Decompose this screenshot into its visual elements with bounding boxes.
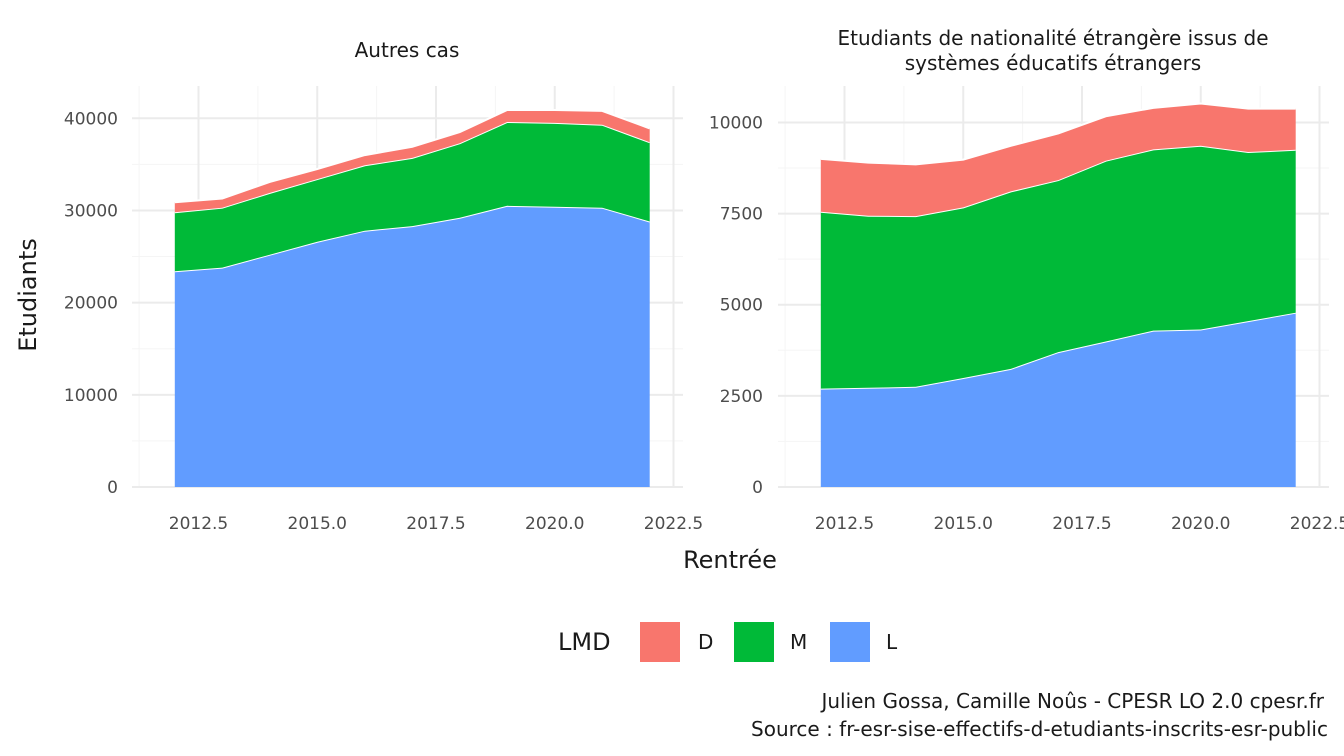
panel-title: systèmes éducatifs étrangers xyxy=(905,51,1201,75)
area-m xyxy=(820,145,1296,389)
x-tick-label: 2017.5 xyxy=(406,514,465,534)
legend-label-d: D xyxy=(698,630,713,654)
y-tick-label: 5000 xyxy=(720,296,763,316)
panel-etudiants-etrangers: 2012.5 2015.0 2017.5 2020.0 2022.5 0 2500 5000 7… xyxy=(709,26,1344,534)
x-tick-label: 2022.5 xyxy=(644,514,703,534)
x-tick-label: 2012.5 xyxy=(815,514,874,534)
x-tick-label: 2015.0 xyxy=(934,514,993,534)
area-d xyxy=(174,110,650,213)
x-tick-label: 2020.0 xyxy=(525,514,584,534)
y-tick-label: 10000 xyxy=(709,113,763,133)
area-d xyxy=(820,103,1296,217)
caption-source: Source : fr-esr-sise-effectifs-d-etudian… xyxy=(751,717,1328,741)
legend-label-m: M xyxy=(790,630,807,654)
x-tick-label: 2012.5 xyxy=(169,514,228,534)
x-axis-label: Rentrée xyxy=(683,546,777,574)
area-l xyxy=(820,312,1296,487)
panel-title: Etudiants de nationalité étrangère issus… xyxy=(837,26,1268,50)
area-m xyxy=(174,122,650,272)
legend-key-l xyxy=(830,622,870,662)
legend-label-l: L xyxy=(886,630,898,654)
y-axis-label: Etudiants xyxy=(14,238,42,352)
legend-key-m xyxy=(734,622,774,662)
y-tick-label: 7500 xyxy=(720,205,763,225)
caption-credits: Julien Gossa, Camille Noûs - CPESR LO 2.… xyxy=(819,689,1324,713)
y-tick-label: 2500 xyxy=(720,387,763,407)
area-outline-d xyxy=(174,109,651,204)
area-outline-d xyxy=(820,102,1296,166)
legend-title: LMD xyxy=(558,628,611,656)
panel-title: Autres cas xyxy=(355,38,460,62)
x-tick-label: 2022.5 xyxy=(1290,514,1344,534)
y-tick-label: 20000 xyxy=(64,294,118,314)
x-tick-label: 2017.5 xyxy=(1052,514,1111,534)
y-tick-label: 30000 xyxy=(64,201,118,221)
y-tick-label: 0 xyxy=(752,478,763,498)
legend: LMD D M L xyxy=(558,622,898,662)
x-tick-label: 2020.0 xyxy=(1171,514,1230,534)
legend-key-d xyxy=(640,622,680,662)
panel-autres-cas: 2012.5 2015.0 2017.5 2020.0 2022.5 0 10000 2000… xyxy=(64,38,703,534)
area-l xyxy=(174,205,650,488)
x-tick-label: 2015.0 xyxy=(288,514,347,534)
y-tick-label: 10000 xyxy=(64,386,118,406)
y-tick-label: 40000 xyxy=(64,109,118,129)
y-tick-label: 0 xyxy=(107,478,118,498)
